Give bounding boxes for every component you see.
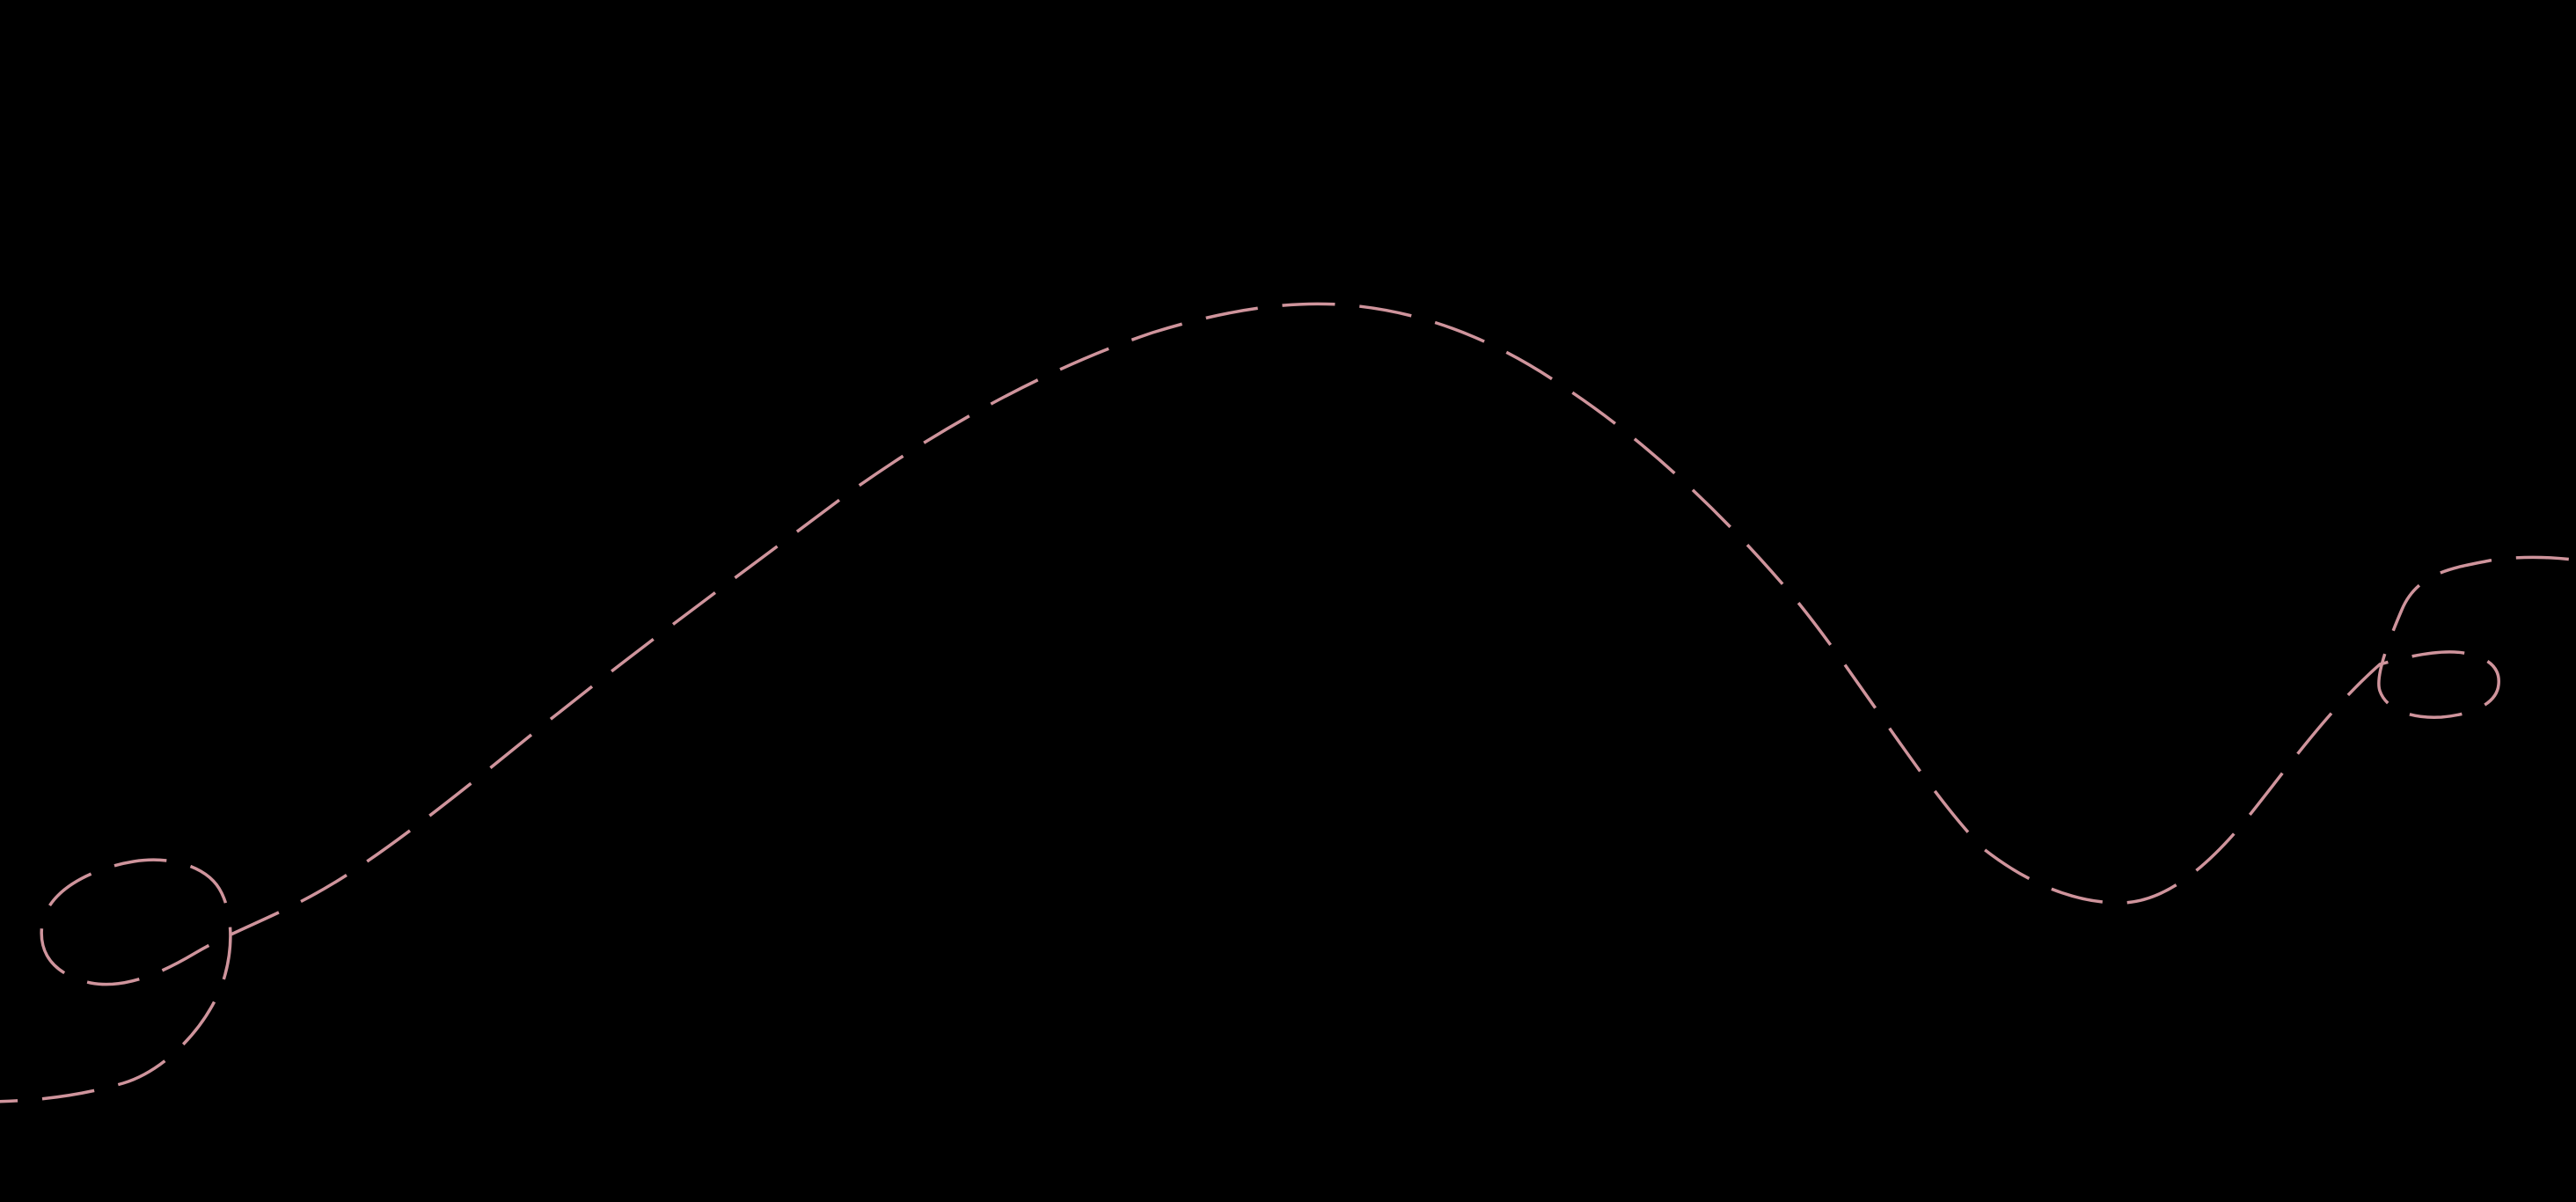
- dashed-squiggle-path: [0, 302, 2576, 1103]
